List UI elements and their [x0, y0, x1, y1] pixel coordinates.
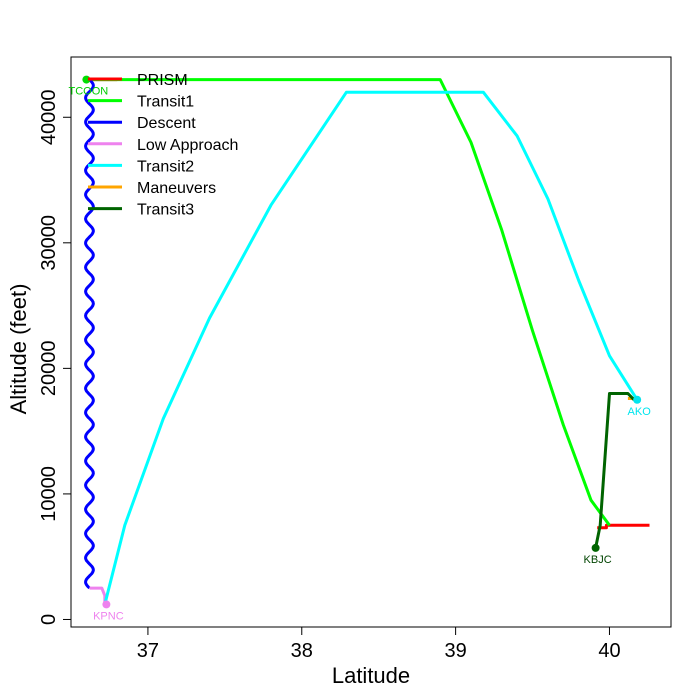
marker-kpnc	[102, 600, 111, 609]
y-tick-label: 20000	[38, 341, 60, 397]
legend-label-descent: Descent	[137, 115, 196, 132]
x-tick-label: 40	[598, 640, 620, 662]
series-transit2	[103, 90, 639, 605]
legend-label-prism: PRISM	[137, 72, 188, 89]
marker-label-tcoon: TCOON	[69, 86, 109, 98]
x-tick-label: 37	[137, 640, 159, 662]
y-tick-label: 10000	[38, 466, 60, 522]
legend-label-maneuvers: Maneuvers	[137, 180, 216, 197]
x-axis-title: Latitude	[332, 663, 410, 688]
y-axis-title: Altitude (feet)	[6, 284, 31, 415]
series-transit3	[594, 392, 636, 549]
legend: PRISM Transit1 Descent Low Approach Transit2…	[88, 72, 238, 219]
series-prism-segment	[597, 523, 650, 530]
marker-label-ako: AKO	[628, 406, 652, 418]
x-tick-label: 39	[444, 640, 466, 662]
legend-label-transit2: Transit2	[137, 158, 194, 175]
plot-area	[70, 56, 672, 628]
legend-label-transit3: Transit3	[137, 202, 194, 219]
x-tick-label: 38	[291, 640, 313, 662]
marker-ako	[633, 395, 642, 404]
y-tick-label: 40000	[38, 89, 60, 145]
marker-label-kpnc: KPNC	[93, 610, 124, 622]
marker-kbjc	[591, 543, 600, 552]
legend-label-transit1: Transit1	[137, 94, 194, 111]
plot-frame	[70, 56, 672, 628]
legend-label-low-approach: Low Approach	[137, 137, 238, 154]
y-tick-label: 0	[38, 614, 60, 625]
y-tick-label: 30000	[38, 215, 60, 271]
series-low-approach	[89, 586, 107, 605]
axes: 37 38 39 40 0 10000 20000 30000 40000	[38, 89, 621, 662]
marker-layer: TCOON KPNC AKO KBJC	[69, 75, 652, 622]
series-transit1	[89, 78, 611, 527]
marker-label-kbjc: KBJC	[584, 554, 612, 566]
series-descent	[84, 78, 95, 590]
